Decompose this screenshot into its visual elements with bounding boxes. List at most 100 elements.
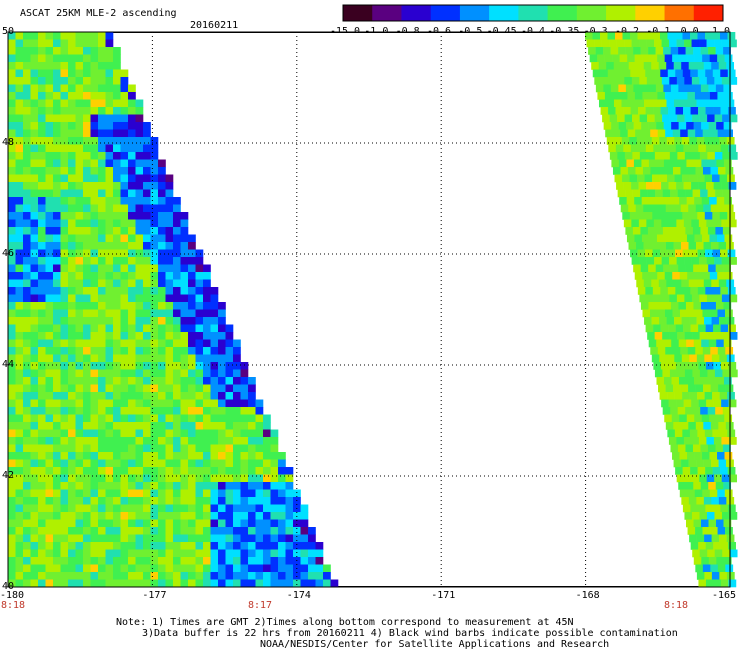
swath-cell [68,62,76,70]
swath-cell [90,137,99,145]
swath-cell [695,527,703,535]
swath-cell [143,272,151,280]
swath-cell [15,324,24,333]
swath-cell [158,414,166,423]
swath-cell [225,414,234,423]
swath-cell [128,369,136,378]
swath-cell [113,512,121,520]
swath-cell [98,234,106,243]
swath-cell [710,564,719,573]
swath-cell [637,212,646,220]
swath-cell [188,324,196,333]
swath-cell [23,257,31,265]
swath-cell [158,212,166,220]
swath-cell [672,347,681,355]
swath-cell [75,249,84,258]
swath-cell [695,347,704,355]
swath-cell [674,392,683,400]
swath-cell [203,347,211,355]
swath-cell [300,512,309,520]
swath-cell [45,92,54,100]
swath-cell [180,549,189,558]
swath-cell [53,272,61,280]
swath-cell [210,557,219,565]
swath-cell [8,459,16,468]
swath-cell [98,354,106,363]
swath-cell [673,384,681,393]
swath-cell [105,39,114,48]
swath-cell [128,422,136,430]
swath-cell [727,287,736,295]
swath-cell [158,159,166,168]
swath-cell [30,249,39,258]
swath-cell [60,197,69,205]
swath-cell [128,324,136,333]
swath-cell [263,467,271,475]
swath-cell [98,227,106,235]
swath-cell [75,54,84,63]
swath-cell [696,534,705,543]
swath-cell [682,174,690,183]
swath-cell [700,264,709,273]
swath-cell [726,534,735,543]
swath-cell [645,287,654,295]
swath-cell [233,407,241,415]
swath-cell [706,77,715,85]
swath-cell [60,189,69,198]
swath-cell [135,144,144,153]
swath-cell [158,362,166,370]
swath-cell [688,422,697,430]
swath-cell [45,264,54,273]
swath-cell [717,129,726,138]
swath-cell [210,459,219,468]
swath-cell [60,377,69,385]
swath-cell [45,197,54,205]
swath-cell [657,54,665,63]
swath-cell [60,32,69,40]
swath-cell [8,317,16,325]
swath-cell [113,354,121,363]
swath-cell [23,317,31,325]
swath-cell [681,242,689,250]
swath-cell [233,377,241,385]
swath-cell [45,527,54,535]
swath-cell [705,32,713,40]
swath-cell [652,174,660,183]
swath-cell [707,152,716,160]
swath-cell [720,287,729,295]
swath-cell [255,444,264,453]
swath-cell [128,377,136,385]
swath-cell [120,392,129,400]
swath-cell [90,392,99,400]
swath-cell [45,369,54,378]
swath-cell [210,354,219,363]
swath-cell [75,287,84,295]
swath-cell [663,122,672,130]
swath-cell [248,549,256,558]
swath-cell [698,399,707,408]
swath-cell [8,444,16,453]
swath-cell [729,332,738,340]
swath-cell [120,69,129,78]
swath-cell [105,174,114,183]
swath-cell [263,444,271,453]
swath-cell [248,504,256,513]
swath-cell [218,309,226,318]
swath-cell [233,437,241,445]
swath-cell [728,324,736,333]
swath-cell [113,92,121,100]
swath-cell [68,317,76,325]
swath-cell [45,437,54,445]
swath-cell [270,549,279,558]
swath-cell [120,264,129,273]
swath-cell [38,339,46,348]
swath-cell [15,497,24,505]
swath-cell [150,452,159,460]
swath-cell [38,512,46,520]
swath-cell [658,204,667,213]
swath-cell [45,302,54,310]
swath-cell [702,129,711,138]
swath-cell [105,219,114,228]
swath-cell [668,399,677,408]
swath-cell [188,444,196,453]
